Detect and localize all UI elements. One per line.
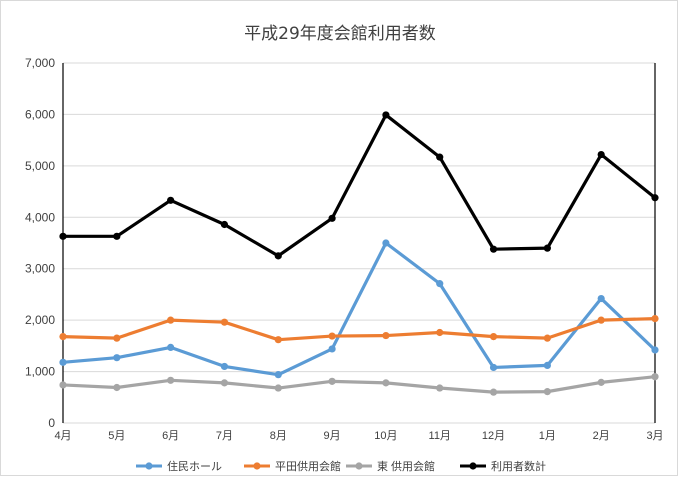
chart-title: 平成29年度会館利用者数 — [244, 24, 436, 44]
data-point — [274, 336, 282, 344]
x-tick-label: 10月 — [374, 430, 397, 442]
y-tick-label: 0 — [48, 416, 55, 430]
data-point — [59, 381, 67, 389]
data-point — [543, 361, 551, 369]
legend-label: 平田供用会館 — [275, 459, 341, 473]
data-point — [597, 294, 605, 303]
data-point — [543, 334, 551, 342]
data-point — [59, 232, 67, 240]
series-line — [61, 317, 657, 342]
data-point — [113, 232, 121, 240]
data-point — [543, 388, 551, 396]
data-point — [597, 378, 605, 386]
y-tick-label: 6,000 — [25, 107, 55, 121]
data-point — [651, 373, 659, 381]
legend-swatch-marker — [253, 462, 261, 470]
data-point — [436, 280, 444, 288]
legend-swatch-marker — [469, 462, 477, 470]
x-tick-label: 12月 — [482, 430, 505, 442]
y-tick-label: 4,000 — [25, 210, 55, 224]
data-point — [167, 343, 175, 351]
data-point — [328, 345, 336, 353]
data-point — [597, 316, 605, 324]
x-tick-label: 1月 — [539, 430, 556, 442]
data-point — [220, 379, 229, 387]
data-point — [328, 214, 336, 222]
data-point — [651, 315, 659, 323]
data-point — [382, 111, 390, 119]
data-point — [382, 239, 390, 247]
data-point — [328, 377, 336, 385]
data-point — [651, 346, 659, 354]
data-point — [543, 244, 551, 252]
x-tick-label: 9月 — [324, 430, 341, 442]
data-point — [59, 333, 67, 341]
data-point — [489, 388, 498, 396]
y-tick-label: 7,000 — [25, 56, 55, 70]
y-tick-label: 3,000 — [25, 262, 55, 276]
data-point — [167, 196, 175, 204]
x-tick-label: 8月 — [270, 430, 287, 442]
legend-label: 利用者数計 — [491, 459, 546, 473]
x-tick-label: 2月 — [593, 430, 610, 442]
y-tick-label: 1,000 — [25, 365, 55, 379]
data-point — [328, 332, 336, 340]
x-tick-label: 4月 — [54, 430, 71, 442]
data-point — [220, 362, 229, 371]
x-tick-label: 11月 — [429, 430, 451, 442]
data-point — [489, 363, 498, 372]
data-point — [489, 245, 498, 253]
data-point — [436, 384, 444, 392]
x-tick-label: 6月 — [162, 430, 179, 442]
data-point — [597, 150, 605, 159]
series-line — [61, 375, 657, 394]
data-point — [382, 379, 390, 387]
legend-swatch-marker — [145, 462, 153, 470]
data-point — [167, 376, 175, 384]
data-point — [274, 252, 282, 260]
series-line — [61, 113, 657, 258]
x-tick-label: 3月 — [646, 430, 663, 442]
y-tick-label: 5,000 — [25, 159, 55, 173]
y-tick-label: 2,000 — [25, 313, 55, 327]
legend-label: 住民ホール — [167, 459, 222, 473]
series-line — [61, 241, 657, 377]
legend-swatch-marker — [355, 462, 363, 470]
data-point — [274, 384, 282, 392]
data-point — [113, 334, 121, 342]
x-tick-label: 7月 — [216, 430, 233, 442]
data-point — [436, 153, 444, 161]
data-point — [651, 194, 659, 202]
data-point — [220, 318, 229, 326]
data-point — [382, 331, 390, 340]
data-point — [113, 354, 121, 362]
data-point — [436, 328, 444, 337]
x-tick-label: 5月 — [108, 430, 125, 442]
legend-label: 東 供用会館 — [377, 459, 435, 473]
data-point — [220, 220, 229, 229]
data-point — [167, 316, 175, 324]
data-point — [113, 383, 121, 392]
data-point — [489, 333, 498, 341]
data-point — [274, 371, 282, 379]
data-point — [59, 358, 67, 366]
